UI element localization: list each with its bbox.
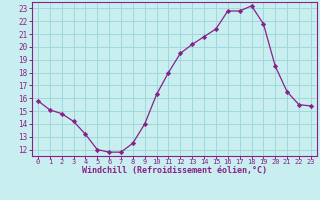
X-axis label: Windchill (Refroidissement éolien,°C): Windchill (Refroidissement éolien,°C): [82, 166, 267, 175]
